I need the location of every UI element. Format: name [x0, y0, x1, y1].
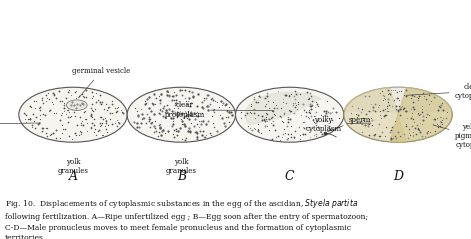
Text: yolky
cytoplasm: yolky cytoplasm	[305, 116, 371, 133]
Text: clear
protoplasm: clear protoplasm	[165, 101, 273, 119]
Circle shape	[127, 87, 236, 142]
Text: clear
cytoplasm: clear cytoplasm	[406, 83, 471, 100]
Text: germinal vesicle: germinal vesicle	[72, 67, 130, 98]
Polygon shape	[390, 87, 452, 142]
Polygon shape	[245, 92, 321, 125]
Polygon shape	[344, 87, 406, 142]
Text: yolk
granules: yolk granules	[166, 158, 197, 175]
Circle shape	[66, 100, 87, 110]
Text: C: C	[285, 170, 294, 183]
Circle shape	[236, 87, 344, 142]
Text: D: D	[393, 170, 403, 183]
Text: yolk
granules: yolk granules	[57, 158, 89, 175]
Text: sperm: sperm	[327, 115, 371, 132]
Polygon shape	[344, 87, 452, 113]
Text: B: B	[177, 170, 186, 183]
Text: A: A	[68, 170, 78, 183]
Text: cortical
yellow
pigmented
cytoplasm: cortical yellow pigmented cytoplasm	[0, 107, 41, 142]
Text: Fig. 10.  Displacements of cytoplasmic substances in the egg of the ascidian, $\: Fig. 10. Displacements of cytoplasmic su…	[5, 197, 368, 239]
Circle shape	[344, 87, 452, 142]
Text: yellow
pigmented
cytoplasm: yellow pigmented cytoplasm	[433, 123, 471, 149]
Circle shape	[19, 87, 127, 142]
